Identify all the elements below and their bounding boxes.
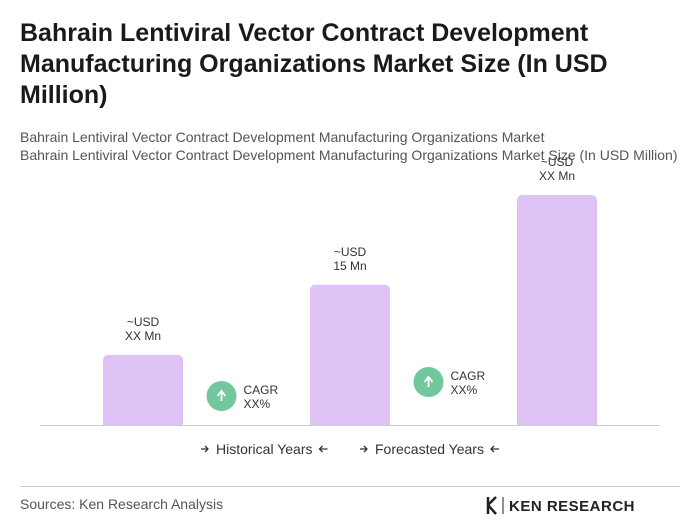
source: Sources: Ken Research Analysis bbox=[20, 496, 223, 512]
value-label: ~USD bbox=[127, 315, 160, 329]
value-label: XX Mn bbox=[125, 329, 161, 343]
value-label: 15 Mn bbox=[333, 259, 366, 273]
cagr-arrow bbox=[216, 389, 227, 401]
bar bbox=[310, 284, 390, 425]
bar bbox=[103, 354, 183, 425]
legend-label: Forecasted Years bbox=[375, 441, 484, 457]
logo-icon bbox=[486, 496, 497, 515]
cagr-arrow bbox=[423, 375, 434, 387]
value-label: ~USD bbox=[334, 245, 367, 259]
legend-arrow bbox=[318, 445, 328, 453]
logo-text: KEN RESEARCH bbox=[509, 498, 635, 515]
legend-label: Historical Years bbox=[216, 441, 313, 457]
legend-arrow bbox=[360, 445, 368, 453]
cagr-value: XX% bbox=[244, 397, 271, 411]
subtitle: Bahrain Lentiviral Vector Contract Devel… bbox=[20, 129, 545, 145]
value-label: XX Mn bbox=[539, 169, 575, 183]
legend-arrow bbox=[490, 445, 499, 453]
cagr-value: XX% bbox=[451, 383, 478, 397]
bar bbox=[517, 195, 597, 425]
cagr-label: CAGR bbox=[451, 369, 486, 383]
value-label: ~USD bbox=[541, 155, 574, 169]
chart-title: Bahrain Lentiviral Vector Contract Devel… bbox=[20, 19, 608, 109]
legend-arrow bbox=[201, 445, 209, 453]
cagr-label: CAGR bbox=[244, 383, 279, 397]
subtitle: Bahrain Lentiviral Vector Contract Devel… bbox=[20, 147, 678, 163]
logo: KEN RESEARCH bbox=[486, 496, 635, 515]
